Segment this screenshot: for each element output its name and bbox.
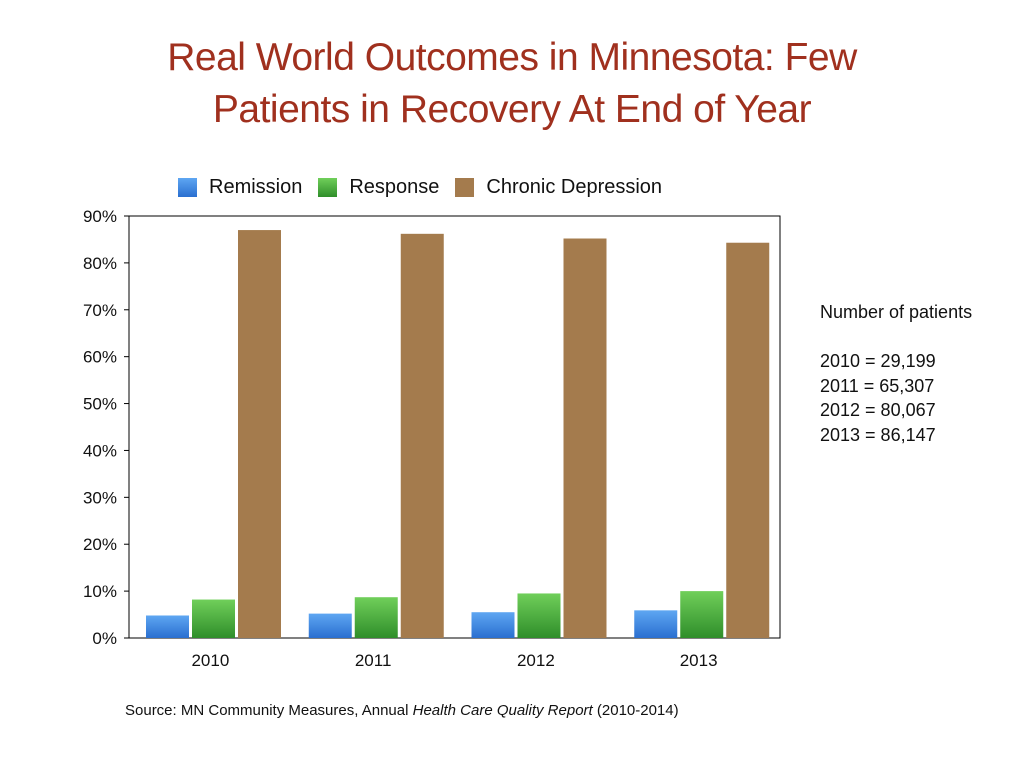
bar-response-2010 [192,599,235,638]
chart-legend: Remission Response Chronic Depression [178,174,678,200]
notes-line-2013: 2013 = 86,147 [820,424,936,445]
bar-remission-2013 [634,610,678,638]
plot-frame [128,215,781,639]
notes-line-2010: 2010 = 29,199 [820,351,936,371]
bar-remission-2012 [471,612,515,638]
legend-swatch-chronic-depression [455,177,475,197]
y-tick-label: 70% [83,301,117,320]
x-tick-label: 2012 [517,651,555,670]
source-citation: Source: MN Community Measures, Annual He… [125,702,679,719]
slide-title: Real World Outcomes in Minnesota: Few Pa… [0,32,1024,136]
patient-count-notes: Number of patients 2010 = 29,199 2011 = … [820,300,972,447]
legend-item-response: Response [318,176,439,199]
bar-response-2013 [680,591,724,638]
bar-chronic-depression-2010 [238,230,281,639]
legend-label-response: Response [349,175,440,198]
notes-line-2012: 2012 = 80,067 [820,400,936,420]
y-tick-label: 10% [83,582,117,601]
bar-response-2012 [517,593,561,638]
legend-item-chronic-depression: Chronic Depression [455,176,662,199]
y-tick-label: 0% [92,629,117,648]
legend-item-remission: Remission [178,176,302,199]
title-line-1: Real World Outcomes in Minnesota: Few [167,36,857,79]
y-tick-label: 30% [83,488,117,507]
legend-swatch-response [318,177,338,197]
y-tick-label: 50% [83,395,117,414]
legend-label-chronic-depression: Chronic Depression [486,175,663,198]
x-tick-label: 2011 [355,651,392,670]
y-tick-label: 60% [83,348,117,367]
bar-chronic-depression-2012 [563,238,607,639]
source-prefix: Source: MN Community Measures, Annual [125,702,413,719]
bar-chronic-depression-2013 [726,242,770,638]
x-tick-label: 2010 [191,651,229,670]
legend-label-remission: Remission [209,175,303,198]
y-tick-label: 20% [83,535,117,554]
source-report-title: Health Care Quality Report [412,702,593,719]
title-line-2: Patients in Recovery At End of Year [212,88,812,131]
y-tick-label: 80% [83,254,117,273]
bar-remission-2010 [146,615,189,638]
y-tick-label: 90% [83,207,117,226]
y-tick-label: 40% [83,441,117,460]
x-tick-label: 2013 [680,651,718,670]
notes-line-2011: 2011 = 65,307 [820,375,935,396]
source-suffix: (2010-2014) [592,702,679,719]
bar-remission-2011 [308,613,352,638]
notes-heading: Number of patients [820,302,973,322]
bar-response-2011 [354,597,398,638]
legend-swatch-remission [178,177,197,197]
bar-chronic-depression-2011 [400,233,444,638]
